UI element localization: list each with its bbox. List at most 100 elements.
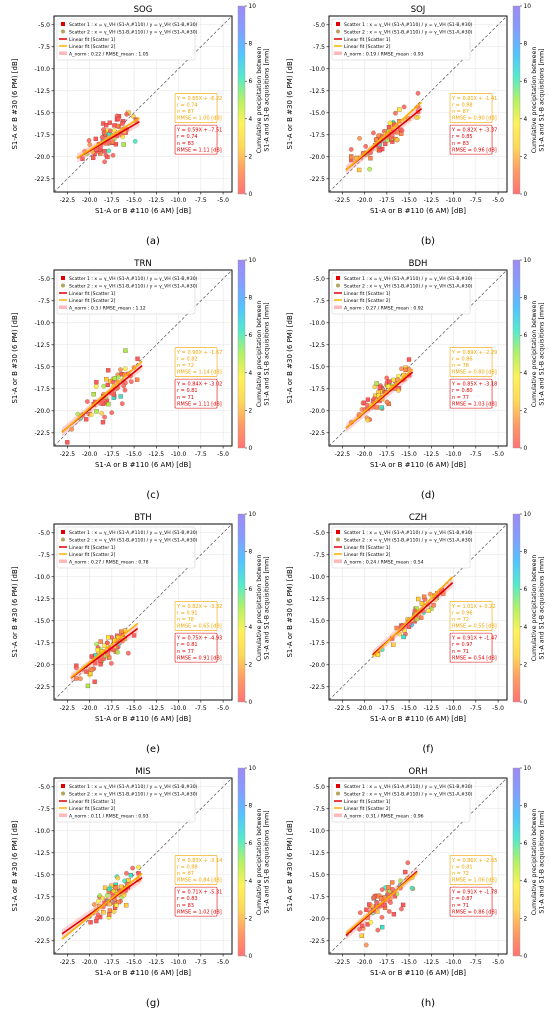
scatter2-point xyxy=(75,411,81,417)
colorbar-tick-label: 10 xyxy=(524,512,532,518)
tick-label-x: -10.0 xyxy=(446,705,462,712)
scatter1-point xyxy=(102,885,108,890)
legend-fit1-label: Linear fit [Scatter 1] xyxy=(344,291,391,297)
colorbar-tick-label: 10 xyxy=(249,766,257,772)
legend-scatter1-label: Scatter 1 : x = γ_VH (S1-A,#110) / y = γ… xyxy=(344,530,473,536)
legend: Scatter 1 : x = γ_VH (S1-A,#110) / y = γ… xyxy=(331,526,473,569)
legend: Scatter 1 : x = γ_VH (S1-A,#110) / y = γ… xyxy=(56,18,198,61)
scatter2-point xyxy=(368,920,374,925)
scatter1-point xyxy=(379,924,385,930)
scatter1-point xyxy=(94,918,99,924)
tick-label-x: -15.0 xyxy=(401,197,417,204)
colorbar xyxy=(512,513,521,703)
tick-label-x: -12.5 xyxy=(149,705,165,712)
colorbar xyxy=(237,5,246,195)
scatter1-point xyxy=(373,137,379,142)
scatter1-point xyxy=(397,107,402,112)
tick-label-x: -20.0 xyxy=(357,197,373,204)
colorbar-tick-label: 10 xyxy=(249,4,257,10)
tick-label-y: -15.0 xyxy=(34,110,50,117)
chart-title: BDH xyxy=(409,259,428,269)
scatter1-point xyxy=(386,124,392,130)
scatter1-point xyxy=(385,138,390,143)
fit1-stats-text: Y = 0.82X + -3.37 xyxy=(451,128,497,134)
scatter1-point xyxy=(105,154,110,160)
tick-label-x: -17.5 xyxy=(104,451,120,458)
plot-frame xyxy=(53,523,233,701)
legend: Scatter 1 : x = γ_VH (S1-A,#110) / y = γ… xyxy=(56,780,198,823)
tick-label-y: -15.0 xyxy=(34,618,50,625)
tick-label-x: -15.0 xyxy=(126,705,142,712)
tick-label-y: -20.0 xyxy=(34,916,50,923)
tick-label-x: -10.0 xyxy=(171,197,187,204)
chart-title: TRN xyxy=(133,259,151,269)
fit2-stats-text: Y = 0.91X + -1.41 xyxy=(451,96,497,102)
scatter1-point xyxy=(391,642,396,647)
tick-label-x: -5.0 xyxy=(492,959,504,966)
chart-title: SOG xyxy=(134,5,153,15)
legend-scatter1-marker xyxy=(61,276,65,280)
scatter2-point xyxy=(375,927,381,933)
scatter1-point xyxy=(421,594,427,599)
fit1-stats-text: Y = 0.71X + -5.31 xyxy=(176,890,222,896)
scatter2-point xyxy=(110,152,116,158)
scatter2-point xyxy=(357,910,363,915)
fit1-stats-text: r = 0.80 xyxy=(452,388,473,394)
tick-label-x: -17.5 xyxy=(379,451,395,458)
fit1-stats-text: r = 0.85 xyxy=(452,134,473,140)
scatter1-point xyxy=(100,420,106,425)
tick-label-y: -10.0 xyxy=(34,828,50,835)
scatter2-point xyxy=(389,133,395,138)
fit1-stats-text: RMSE = 0.54 [dB] xyxy=(452,655,497,661)
legend-fit2-label: Linear fit [Scatter 2] xyxy=(69,298,116,304)
scatter1-point xyxy=(377,385,382,390)
scatter1-point xyxy=(378,896,384,901)
tick-label-x: -7.5 xyxy=(195,705,207,712)
fit2-stats-text: n = 72 xyxy=(452,617,469,623)
scatter2-point xyxy=(376,133,381,138)
scatter1-point xyxy=(377,148,382,153)
scatter2-point xyxy=(119,401,125,406)
scatter2-point xyxy=(414,115,419,120)
colorbar-label: Cumulative precipitation between xyxy=(256,47,263,154)
scatter1-point xyxy=(119,629,124,634)
scatter2-point xyxy=(367,166,372,172)
tick-label-y: -17.5 xyxy=(34,132,50,139)
scatter2-point xyxy=(130,865,135,871)
fit2-stats-text: RMSE = 0.55 [dB] xyxy=(452,624,497,630)
one-to-one-line xyxy=(53,777,233,955)
y-axis-label: S1-A or B #30 (6 PM) [dB] xyxy=(11,58,19,149)
fit2-line xyxy=(345,101,423,171)
tick-label-y: -12.5 xyxy=(309,342,325,349)
fit2-stats-text: Y = 0.90X + -1.67 xyxy=(176,350,222,356)
scatter1-point xyxy=(114,903,119,908)
colorbar-label: S1-A and S1-B acquisitions [mm] xyxy=(539,556,546,659)
fit2-stats-text: Y = 0.65X + -6.22 xyxy=(176,96,222,102)
legend-fit1-label: Linear fit [Scatter 1] xyxy=(69,37,116,43)
x-axis-label: S1-A or B #110 (6 AM) [dB] xyxy=(95,207,191,215)
colorbar-tick-label: 6 xyxy=(249,79,253,85)
legend-box xyxy=(56,272,196,315)
legend: Scatter 1 : x = γ_VH (S1-A,#110) / y = γ… xyxy=(56,526,198,569)
fit1-stats-text: r = 0.81 xyxy=(177,388,198,394)
scatter2-point xyxy=(69,427,74,432)
scatter1-point xyxy=(93,136,98,142)
colorbar-label: S1-A and S1-B acquisitions [mm] xyxy=(539,810,546,913)
colorbar-tick-label: 8 xyxy=(249,550,253,556)
panel-caption: (g) xyxy=(146,998,160,1009)
fit1-stats-text: RMSE = 1.02 [dB] xyxy=(177,909,222,915)
scatter2-point xyxy=(109,661,114,666)
tick-label-x: -5.0 xyxy=(217,959,229,966)
legend-fit2-label: Linear fit [Scatter 2] xyxy=(69,44,116,50)
colorbar xyxy=(237,513,246,703)
scatter2-point xyxy=(86,138,92,143)
tick-label-x: -22.5 xyxy=(60,197,76,204)
tick-label-x: -7.5 xyxy=(470,451,482,458)
scatter1-point xyxy=(91,392,96,397)
colorbar-label: Cumulative precipitation between xyxy=(531,47,538,154)
scatter1-point xyxy=(105,635,111,640)
scatter1-point xyxy=(391,377,396,383)
fit1-stats-text: n = 83 xyxy=(177,141,194,147)
tick-label-y: -5.0 xyxy=(38,530,50,537)
scatter1-point xyxy=(426,608,431,613)
